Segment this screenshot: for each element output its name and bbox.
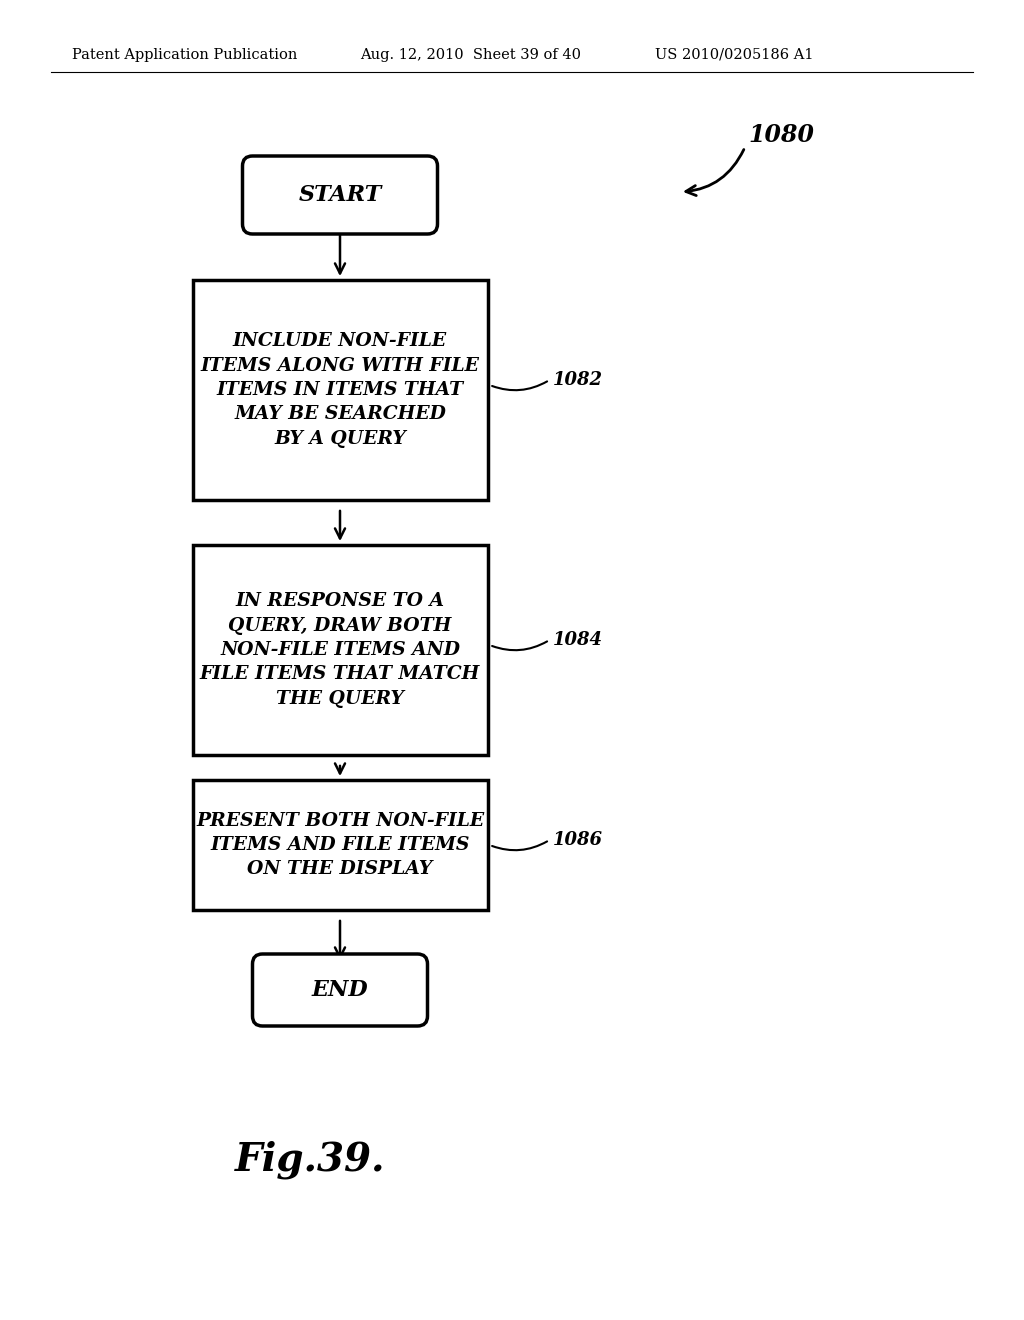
Text: US 2010/0205186 A1: US 2010/0205186 A1 xyxy=(655,48,813,62)
FancyBboxPatch shape xyxy=(193,780,487,909)
Text: 1086: 1086 xyxy=(553,832,602,849)
Text: Patent Application Publication: Patent Application Publication xyxy=(72,48,297,62)
FancyBboxPatch shape xyxy=(243,156,437,234)
Text: START: START xyxy=(298,183,382,206)
Text: 1084: 1084 xyxy=(553,631,602,649)
Text: 1080: 1080 xyxy=(748,123,814,147)
FancyBboxPatch shape xyxy=(193,545,487,755)
Text: Aug. 12, 2010  Sheet 39 of 40: Aug. 12, 2010 Sheet 39 of 40 xyxy=(360,48,581,62)
Text: END: END xyxy=(311,979,369,1001)
Text: Fig.39.: Fig.39. xyxy=(234,1140,385,1179)
Text: INCLUDE NON-FILE
ITEMS ALONG WITH FILE
ITEMS IN ITEMS THAT
MAY BE SEARCHED
BY A : INCLUDE NON-FILE ITEMS ALONG WITH FILE I… xyxy=(201,333,479,447)
Text: IN RESPONSE TO A
QUERY, DRAW BOTH
NON-FILE ITEMS AND
FILE ITEMS THAT MATCH
THE Q: IN RESPONSE TO A QUERY, DRAW BOTH NON-FI… xyxy=(200,593,480,708)
Text: 1082: 1082 xyxy=(553,371,602,389)
Text: PRESENT BOTH NON-FILE
ITEMS AND FILE ITEMS
ON THE DISPLAY: PRESENT BOTH NON-FILE ITEMS AND FILE ITE… xyxy=(196,812,484,878)
FancyBboxPatch shape xyxy=(193,280,487,500)
FancyBboxPatch shape xyxy=(253,954,427,1026)
